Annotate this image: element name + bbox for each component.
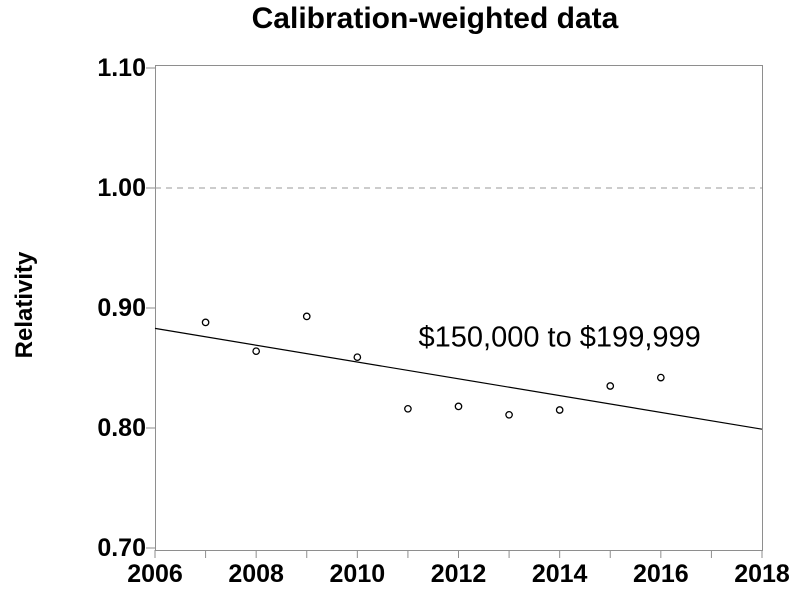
x-tick-label: 2014: [531, 560, 588, 588]
trend-line: [154, 327, 763, 430]
y-tick-label: 0.70: [97, 534, 146, 562]
x-tick-label: 2012: [430, 560, 487, 588]
y-tick-label: 0.90: [97, 294, 146, 322]
data-point: [252, 347, 261, 356]
data-point: [606, 382, 615, 390]
chart-title: Calibration-weighted data: [251, 2, 619, 35]
data-point: [555, 406, 564, 414]
x-tick-label: 2016: [633, 560, 689, 588]
series-annotation: $150,000 to $199,999: [418, 321, 701, 354]
plot-frame: [155, 65, 763, 551]
data-point: [353, 353, 362, 362]
data-point: [201, 318, 210, 327]
data-point: [302, 312, 311, 321]
data-point: [505, 410, 513, 419]
y-tick-label: 0.80: [97, 414, 146, 442]
x-tick-label: 2008: [228, 560, 284, 588]
y-tick-label: 1.10: [97, 54, 146, 82]
data-point: [454, 402, 463, 411]
x-tick-label: 2018: [734, 560, 790, 588]
x-tick-label: 2010: [329, 560, 386, 588]
data-point: [656, 373, 665, 382]
y-tick-label: 1.00: [97, 174, 146, 202]
x-tick-label: 2006: [127, 560, 183, 588]
data-point: [404, 404, 412, 413]
